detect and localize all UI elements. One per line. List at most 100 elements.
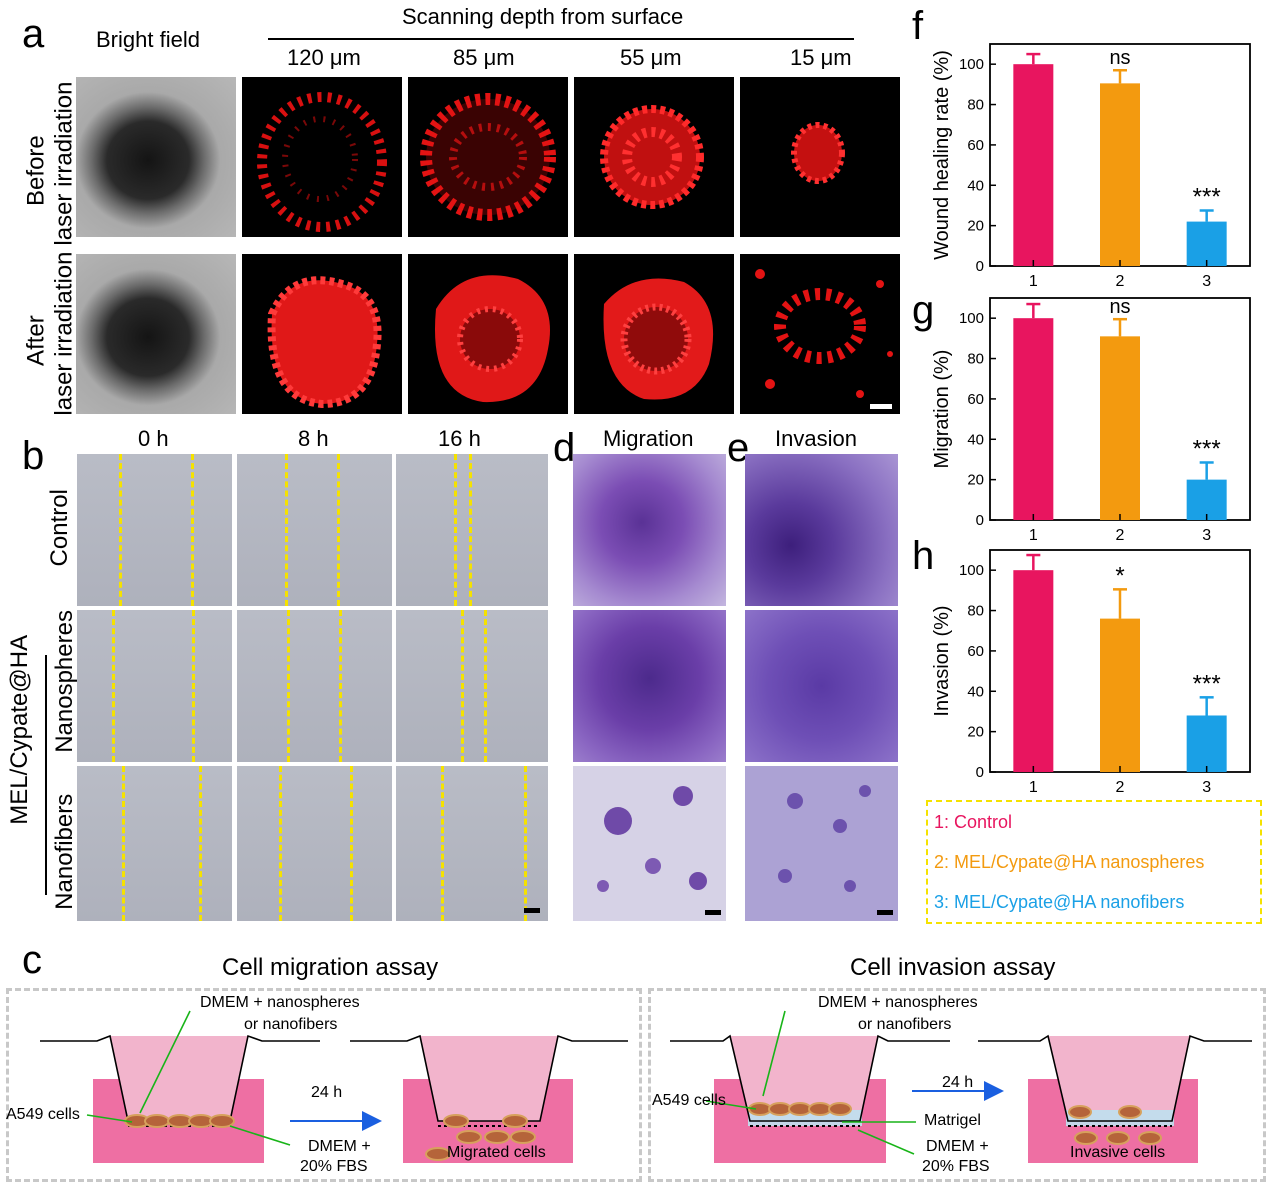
y-tick-label: 60	[967, 643, 984, 660]
invasion-nanofibers-image	[745, 766, 898, 921]
y-axis-label: Invasion (%)	[931, 605, 953, 716]
chart-f: 0 20 40 60 80 100 Wound healing rate (%) 1 2 ns 3 *…	[931, 43, 1251, 288]
bar-2	[1100, 618, 1140, 772]
panel-label-a: a	[22, 12, 45, 56]
panel-label-b: b	[22, 434, 45, 478]
invasive-cells-label: Invasive cells	[1070, 1144, 1166, 1161]
migration-nanospheres-image	[573, 610, 726, 762]
invasion-nanospheres-image	[745, 610, 898, 762]
wound-nanospheres-16h-image	[396, 610, 548, 762]
y-axis-label: Migration (%)	[931, 350, 953, 469]
x-tick-label: 3	[1202, 527, 1211, 540]
invasion-time-label: 24 h	[942, 1074, 974, 1091]
row-label-before: Before laser irradiation	[22, 82, 77, 246]
x-tick-label: 2	[1116, 273, 1125, 288]
confocal-after-15-image	[740, 254, 900, 414]
wound-edge-line	[454, 454, 457, 606]
wound-nanofibers-0h-image	[77, 766, 232, 921]
wound-nanospheres-0h-image	[77, 610, 232, 762]
migration-time-label: 24 h	[311, 1084, 343, 1101]
wound-control-16h-image	[396, 454, 548, 606]
x-tick-label: 3	[1202, 273, 1211, 288]
y-tick-label: 20	[967, 472, 984, 489]
panel-label-f: f	[912, 4, 924, 48]
migration-bottom-label-2: 20% FBS	[300, 1158, 368, 1175]
confocal-before-85-image	[408, 77, 568, 237]
y-tick-label: 0	[976, 258, 984, 275]
wound-edge-line	[441, 766, 444, 921]
wound-edge-line	[192, 610, 195, 762]
x-tick-label: 1	[1029, 273, 1038, 288]
depth-label-85: 85 μm	[453, 45, 515, 70]
depth-label-120: 120 μm	[287, 45, 361, 70]
group-label-rule	[45, 655, 47, 895]
panel-label-e: e	[727, 426, 750, 470]
row-label-control: Control	[46, 489, 74, 567]
migration-nanofibers-image	[573, 766, 726, 921]
row-label-before-line2: laser irradiation	[50, 81, 77, 246]
migration-well-before	[40, 1010, 320, 1163]
significance-label: ***	[1193, 670, 1221, 697]
scale-bar-a	[870, 404, 892, 409]
wound-edge-line	[279, 766, 282, 921]
y-tick-label: 40	[967, 177, 984, 194]
panel-label-g: g	[912, 288, 935, 332]
migration-control-image	[573, 454, 726, 606]
wound-edge-line	[285, 454, 288, 606]
y-tick-label: 80	[967, 603, 984, 620]
wound-edge-line	[461, 610, 464, 762]
row-label-nanofibers: Nanofibers	[51, 793, 79, 910]
chart-g: 0 20 40 60 80 100 Migration (%) 1 2 ns 3 ***	[931, 296, 1251, 540]
wound-edge-line	[469, 454, 472, 606]
y-tick-label: 100	[959, 56, 984, 73]
invasion-medium-label-1: DMEM + nanospheres	[818, 994, 978, 1011]
bright-field-label: Bright field	[96, 27, 200, 52]
x-tick-label: 2	[1116, 779, 1125, 792]
chart-h: 0 20 40 60 80 100 Invasion (%) 1 2 * 3 ***	[931, 549, 1251, 792]
confocal-after-55-image	[574, 254, 734, 414]
scanning-depth-title: Scanning depth from surface	[402, 4, 684, 29]
legend-item-nanofibers: 3: MEL/Cypate@HA nanofibers	[934, 892, 1185, 912]
panel-label-c: c	[22, 938, 42, 982]
significance-label: ns	[1109, 47, 1130, 69]
wound-edge-line	[484, 610, 487, 762]
assay-schematic	[40, 1010, 1252, 1163]
wound-edge-line	[112, 610, 115, 762]
significance-label: ns	[1109, 296, 1130, 318]
invasion-control-image	[745, 454, 898, 606]
significance-label: ***	[1193, 435, 1221, 462]
wound-edge-line	[524, 766, 527, 921]
y-tick-label: 0	[976, 512, 984, 529]
bar-1	[1013, 64, 1054, 266]
panel-label-h: h	[912, 534, 935, 578]
y-tick-label: 40	[967, 431, 984, 448]
wound-edge-line	[191, 454, 194, 606]
migration-bottom-label-1: DMEM +	[308, 1138, 371, 1155]
bright-field-after-image	[76, 254, 236, 414]
scale-bar-e	[877, 910, 893, 915]
legend-item-nanospheres: 2: MEL/Cypate@HA nanospheres	[934, 852, 1205, 872]
migration-assay-box	[6, 988, 642, 1182]
wound-edge-line	[287, 610, 290, 762]
invasion-bottom-label-2: 20% FBS	[922, 1158, 990, 1175]
wound-edge-line	[119, 454, 122, 606]
y-tick-label: 80	[967, 97, 984, 114]
row-label-before-line1: Before	[22, 135, 50, 206]
x-tick-label: 3	[1202, 779, 1211, 792]
y-tick-label: 60	[967, 391, 984, 408]
time-label-8h: 8 h	[298, 426, 329, 451]
y-tick-label: 100	[959, 310, 984, 327]
row-label-nanospheres: Nanospheres	[51, 610, 79, 753]
invasion-well-before	[670, 1010, 950, 1163]
group-label-mel-cypate: MEL/Cypate@HA	[6, 634, 34, 825]
bar-3	[1186, 715, 1227, 772]
bar-3	[1186, 221, 1227, 266]
migration-cells-label: A549 cells	[6, 1106, 80, 1123]
time-label-16h: 16 h	[438, 426, 481, 451]
confocal-after-85-image	[408, 254, 568, 414]
y-tick-label: 40	[967, 683, 984, 700]
invasion-assay-title: Cell invasion assay	[850, 954, 1056, 981]
significance-label: *	[1115, 562, 1124, 589]
time-label-0h: 0 h	[138, 426, 169, 451]
y-axis-label: Wound healing rate (%)	[931, 50, 953, 260]
